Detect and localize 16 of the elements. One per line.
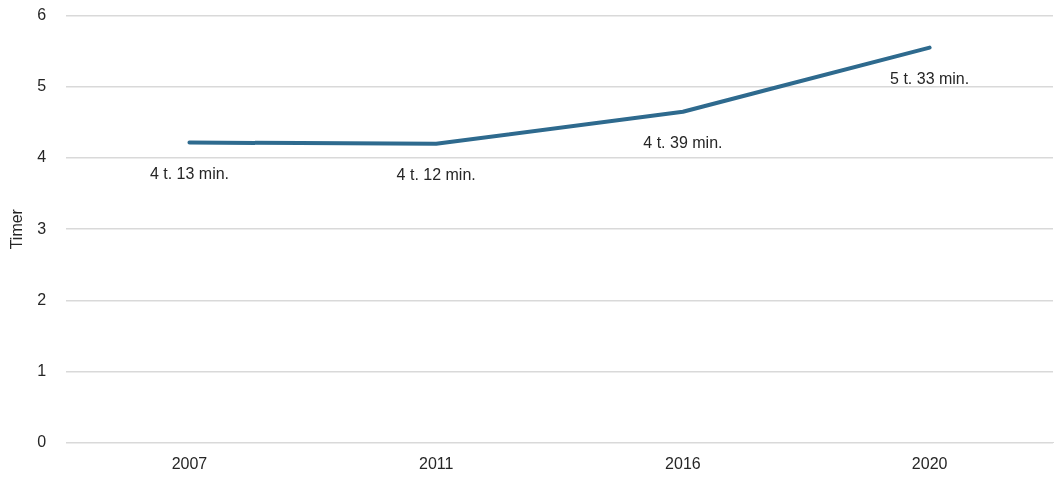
x-tick-label: 2011 bbox=[418, 454, 454, 472]
annotation: 4 t. 13 min. bbox=[149, 164, 230, 182]
y-axis-title: Timer bbox=[8, 208, 26, 250]
y-tick-label: 4 bbox=[37, 148, 47, 166]
annotation: 4 t. 39 min. bbox=[643, 134, 723, 152]
y-tick-label: 2 bbox=[37, 290, 47, 308]
y-tick-label: 3 bbox=[37, 219, 47, 237]
x-tick-label: 2007 bbox=[171, 454, 208, 472]
y-tick-label: 5 bbox=[37, 77, 47, 95]
y-tick-label: 1 bbox=[37, 362, 47, 380]
y-tick-label: 0 bbox=[37, 433, 47, 451]
y-tick-label: 6 bbox=[37, 6, 47, 24]
annotation: 4 t. 12 min. bbox=[396, 166, 476, 184]
x-tick-label: 2020 bbox=[911, 454, 948, 472]
x-tick-label: 2016 bbox=[665, 454, 701, 472]
annotation: 5 t. 33 min. bbox=[890, 70, 970, 88]
